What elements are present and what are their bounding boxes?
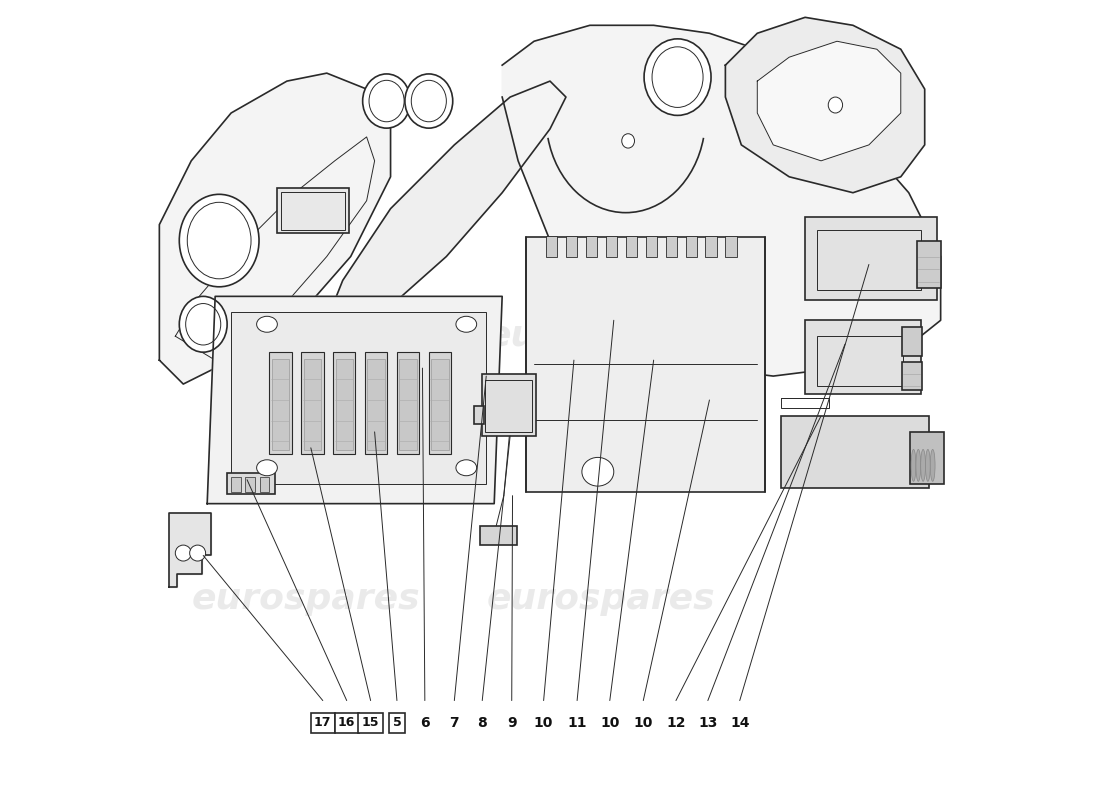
Ellipse shape — [256, 316, 277, 332]
Bar — [482, 374, 537, 436]
Ellipse shape — [828, 97, 843, 113]
Ellipse shape — [179, 296, 227, 352]
Bar — [526, 237, 766, 492]
Text: eurospares: eurospares — [486, 319, 715, 354]
Bar — [685, 236, 696, 257]
Bar — [646, 236, 657, 257]
Text: 12: 12 — [667, 716, 685, 730]
Bar — [399, 358, 417, 450]
Ellipse shape — [921, 450, 925, 482]
Bar — [817, 336, 903, 386]
Bar — [397, 352, 419, 454]
Bar — [705, 236, 716, 257]
Bar — [546, 236, 558, 257]
Text: 14: 14 — [730, 716, 749, 730]
Bar — [227, 474, 275, 494]
Bar — [272, 358, 289, 450]
Bar — [725, 236, 737, 257]
Bar — [277, 188, 349, 233]
Polygon shape — [725, 18, 925, 193]
Bar — [781, 416, 928, 488]
Bar — [333, 352, 355, 454]
Bar — [902, 327, 922, 356]
Bar — [485, 380, 531, 432]
Ellipse shape — [405, 74, 453, 128]
Ellipse shape — [621, 134, 635, 148]
Polygon shape — [327, 81, 565, 352]
Bar — [431, 358, 449, 450]
Bar — [817, 230, 921, 290]
Bar — [260, 478, 270, 492]
Text: 16: 16 — [338, 716, 355, 730]
Text: 17: 17 — [314, 716, 331, 730]
Text: 10: 10 — [601, 716, 619, 730]
Ellipse shape — [582, 458, 614, 486]
Bar — [805, 217, 937, 300]
Ellipse shape — [256, 460, 277, 476]
Text: eurospares: eurospares — [191, 319, 420, 354]
Bar — [429, 352, 451, 454]
Bar — [902, 362, 922, 390]
Bar — [282, 192, 345, 230]
Bar — [231, 478, 241, 492]
Ellipse shape — [911, 450, 916, 482]
Bar — [365, 352, 387, 454]
Text: 10: 10 — [634, 716, 653, 730]
Polygon shape — [207, 296, 503, 504]
Bar — [781, 398, 829, 408]
Ellipse shape — [925, 450, 931, 482]
Text: 6: 6 — [420, 716, 430, 730]
Text: 10: 10 — [534, 716, 553, 730]
Bar — [911, 432, 944, 484]
Bar — [626, 236, 637, 257]
Polygon shape — [757, 42, 901, 161]
Bar — [480, 526, 517, 545]
Ellipse shape — [455, 460, 476, 476]
Ellipse shape — [455, 316, 476, 332]
Bar — [270, 352, 292, 454]
Bar — [304, 358, 321, 450]
Bar — [231, 312, 486, 484]
Bar — [666, 236, 676, 257]
Ellipse shape — [931, 450, 935, 482]
Ellipse shape — [916, 450, 921, 482]
Bar — [916, 241, 940, 288]
Text: 9: 9 — [507, 716, 517, 730]
Text: 8: 8 — [477, 716, 487, 730]
Text: 5: 5 — [393, 716, 402, 730]
Text: 7: 7 — [450, 716, 459, 730]
Bar — [606, 236, 617, 257]
Bar — [301, 352, 323, 454]
Bar — [336, 358, 353, 450]
Bar — [805, 320, 921, 394]
Ellipse shape — [363, 74, 410, 128]
Ellipse shape — [179, 194, 258, 286]
Ellipse shape — [645, 39, 711, 115]
Text: 11: 11 — [568, 716, 587, 730]
Bar — [586, 236, 597, 257]
Ellipse shape — [175, 545, 191, 561]
Text: eurospares: eurospares — [486, 582, 715, 616]
Text: 13: 13 — [698, 716, 717, 730]
Polygon shape — [160, 73, 390, 384]
Bar — [367, 358, 385, 450]
Bar — [474, 406, 484, 424]
Bar — [245, 478, 255, 492]
Polygon shape — [169, 514, 211, 587]
Text: 15: 15 — [362, 716, 380, 730]
Ellipse shape — [189, 545, 206, 561]
Polygon shape — [503, 26, 940, 376]
Bar — [565, 236, 578, 257]
Text: eurospares: eurospares — [191, 582, 420, 616]
